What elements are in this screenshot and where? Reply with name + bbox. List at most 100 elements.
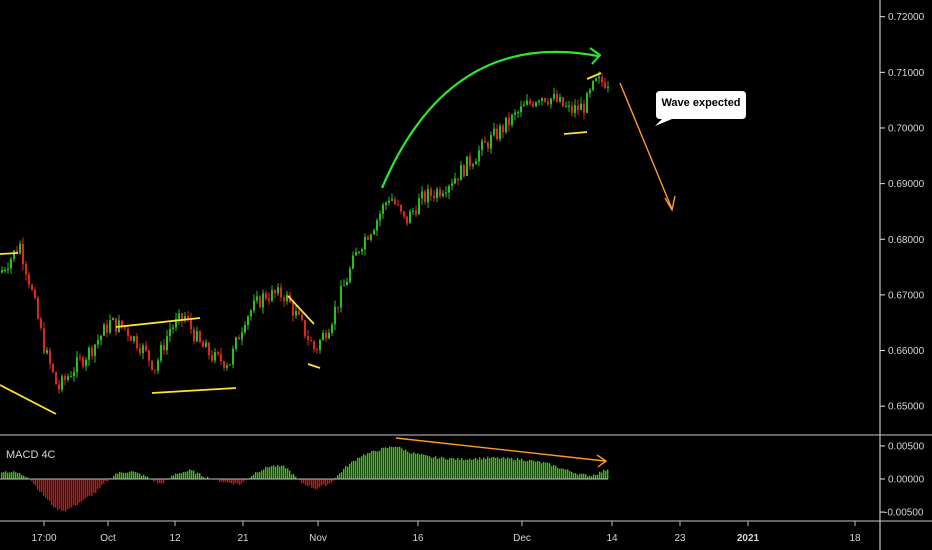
macd-bar bbox=[257, 472, 259, 479]
candle-body bbox=[511, 114, 513, 126]
candle-body bbox=[100, 335, 102, 341]
macd-bar bbox=[21, 474, 23, 479]
macd-bar bbox=[447, 459, 449, 479]
macd-histogram bbox=[0, 446, 609, 512]
candle-body bbox=[190, 318, 192, 330]
candle-body bbox=[274, 290, 276, 294]
macd-bar bbox=[301, 479, 303, 484]
macd-bar bbox=[541, 463, 543, 479]
time-tick-label: 21 bbox=[237, 533, 249, 544]
macd-bar bbox=[405, 449, 407, 479]
macd-bar bbox=[137, 472, 139, 479]
macd-bar bbox=[323, 479, 325, 485]
macd-bar bbox=[115, 473, 117, 479]
macd-bar bbox=[107, 479, 109, 482]
macd-bar bbox=[565, 469, 567, 479]
candle-body bbox=[307, 336, 309, 341]
pattern-line bbox=[151, 387, 237, 394]
macd-bar bbox=[423, 454, 425, 479]
macd-bar bbox=[173, 475, 175, 479]
macd-bar bbox=[179, 472, 181, 479]
candle-body bbox=[178, 313, 180, 320]
macd-bar bbox=[439, 457, 441, 479]
macd-bar bbox=[597, 474, 599, 479]
macd-bar bbox=[593, 474, 595, 479]
macd-bar bbox=[181, 473, 183, 479]
macd-bar bbox=[463, 460, 465, 479]
macd-bar bbox=[177, 473, 179, 479]
macd-bar bbox=[345, 465, 347, 479]
candle-body bbox=[586, 93, 588, 113]
macd-bar bbox=[415, 453, 417, 479]
macd-bar bbox=[521, 458, 523, 479]
macd-bar bbox=[33, 479, 35, 484]
candle-body bbox=[4, 269, 6, 271]
macd-bar bbox=[199, 473, 201, 479]
callout-text: Wave expected bbox=[661, 97, 740, 109]
macd-bar bbox=[65, 479, 67, 512]
candle-body bbox=[523, 104, 525, 107]
macd-bar bbox=[393, 447, 395, 479]
candle-body bbox=[220, 353, 222, 362]
macd-bar bbox=[437, 458, 439, 479]
macd-bar bbox=[15, 472, 17, 479]
macd-bar bbox=[91, 479, 93, 496]
macd-bar bbox=[285, 468, 287, 479]
candle-body bbox=[298, 311, 300, 315]
candle-body bbox=[133, 336, 135, 342]
drawings bbox=[0, 47, 676, 468]
candle-body bbox=[403, 211, 405, 217]
macd-bar bbox=[587, 476, 589, 479]
macd-bar bbox=[47, 479, 49, 500]
macd-bar bbox=[19, 473, 21, 479]
macd-bar bbox=[71, 479, 73, 508]
macd-bar bbox=[251, 475, 253, 479]
divergence-line bbox=[395, 437, 606, 462]
macd-bar bbox=[271, 465, 273, 479]
divergence-arrowhead bbox=[596, 454, 608, 468]
candle-body bbox=[127, 328, 129, 337]
candle-body bbox=[286, 294, 288, 302]
macd-bar bbox=[387, 448, 389, 479]
candle-body bbox=[370, 234, 372, 240]
macd-bar bbox=[203, 477, 205, 479]
macd-bar bbox=[187, 471, 189, 479]
candle-body bbox=[379, 213, 381, 221]
macd-bar bbox=[55, 479, 57, 508]
macd-bar bbox=[237, 479, 239, 484]
macd-bar bbox=[53, 479, 55, 508]
macd-bar bbox=[445, 459, 447, 479]
macd-bar bbox=[287, 468, 289, 479]
macd-bar bbox=[357, 457, 359, 479]
candle-body bbox=[460, 165, 462, 181]
price-tick-label: 0.65000 bbox=[888, 402, 925, 413]
macd-bar bbox=[143, 474, 145, 479]
macd-bar bbox=[105, 479, 107, 482]
macd-bar bbox=[321, 479, 323, 486]
time-tick-label: 12 bbox=[169, 533, 181, 544]
candle-body bbox=[319, 340, 321, 351]
candle-body bbox=[316, 349, 318, 351]
macd-bar bbox=[419, 454, 421, 479]
macd-bar bbox=[201, 476, 203, 479]
macd-bar bbox=[403, 450, 405, 479]
macd-bar bbox=[577, 474, 579, 479]
macd-bar bbox=[171, 475, 173, 479]
macd-bar bbox=[221, 479, 223, 482]
candle-body bbox=[238, 337, 240, 340]
macd-bar bbox=[39, 479, 41, 492]
candle-body bbox=[475, 161, 477, 165]
macd-bar bbox=[543, 461, 545, 479]
macd-bar bbox=[391, 446, 393, 479]
price-tick-label: 0.66000 bbox=[888, 346, 925, 357]
candle-body bbox=[151, 360, 153, 370]
macd-bar bbox=[283, 465, 285, 479]
candle-body bbox=[292, 302, 294, 316]
macd-bar bbox=[461, 458, 463, 479]
candle-body bbox=[604, 82, 606, 89]
candle-body bbox=[244, 325, 246, 333]
macd-bar bbox=[125, 472, 127, 479]
forecast-arc-arrowhead bbox=[589, 47, 602, 65]
candle-body bbox=[40, 318, 42, 329]
macd-bar bbox=[67, 479, 69, 510]
